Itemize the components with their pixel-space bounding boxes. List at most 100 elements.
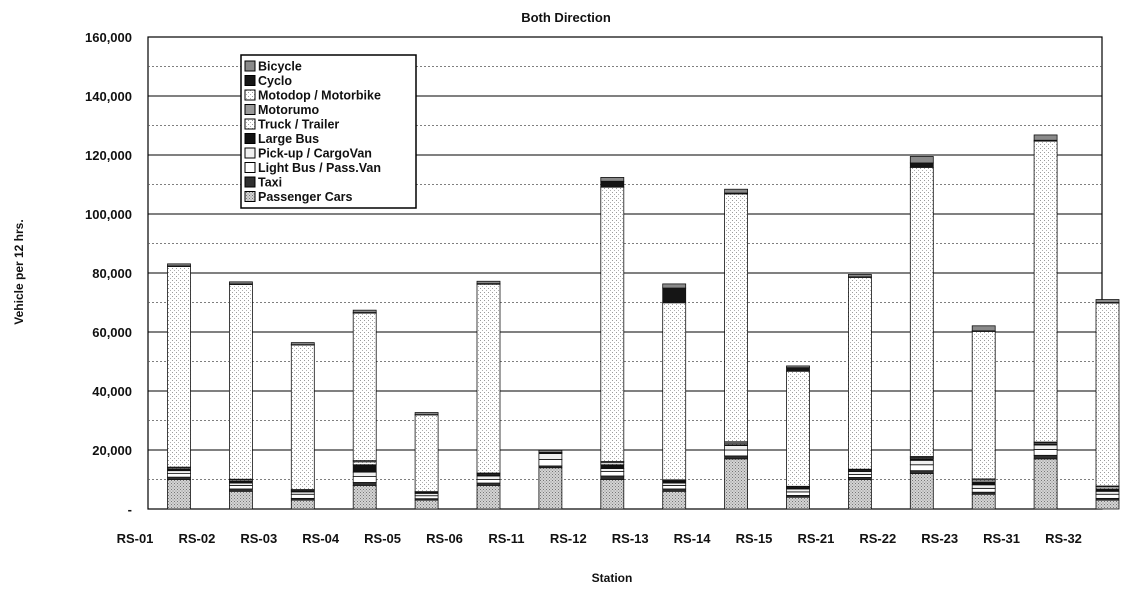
bar-segment: [352, 471, 377, 477]
bar-segment: [909, 156, 934, 164]
bar-segment: [1033, 134, 1058, 141]
bar-segment: [909, 162, 934, 168]
bar-segment: [724, 193, 748, 443]
bar-segment: [662, 484, 687, 490]
legend-label: Pick-up / CargoVan: [258, 147, 372, 161]
bar-segment: [352, 309, 377, 313]
bar-segment: [724, 449, 748, 457]
x-tick-label: RS-22: [859, 531, 896, 546]
legend-label: Truck / Trailer: [258, 118, 339, 132]
bar-segment: [971, 331, 996, 480]
legend-label: Taxi: [258, 176, 282, 190]
bar-segment: [786, 491, 810, 496]
y-axis-ticks: 160,000 140,000 120,000 100,000 80,000 60,000…: [85, 30, 132, 517]
x-tick-label: RS-12: [550, 531, 587, 546]
bar-segment: [476, 475, 501, 480]
legend-swatch: [244, 60, 256, 72]
x-axis-ticks: RS-01 RS-02 RS-03 RS-04 RS-05 RS-06 RS-11 RS-12…: [117, 531, 1082, 546]
bar-segment: [662, 490, 687, 510]
x-tick-label: RS-15: [736, 531, 773, 546]
bar-segment: [1095, 302, 1120, 487]
bar-segment: [724, 188, 748, 194]
bar-segment: [1095, 490, 1120, 495]
bar-segment: [352, 484, 377, 510]
bar-segment: [600, 475, 625, 480]
y-tick-label: 120,000: [85, 148, 132, 163]
bar-segment: [352, 476, 377, 483]
bar-segment: [290, 499, 315, 510]
y-tick-label: -: [128, 502, 132, 517]
x-tick-label: RS-21: [797, 531, 834, 546]
bar-segment: [414, 414, 439, 492]
bar-segment: [600, 479, 625, 510]
bar-segment: [909, 473, 934, 510]
legend-swatch: [244, 162, 256, 173]
legend-swatch: [244, 89, 256, 101]
bar-segment: [538, 453, 563, 460]
bar-segment: [909, 166, 934, 457]
bar-segment: [971, 487, 996, 493]
chart-title: Both Direction: [521, 10, 611, 25]
y-tick-label: 60,000: [92, 325, 132, 340]
bar-segment: [909, 470, 934, 474]
y-axis-label: Vehicle per 12 hrs.: [12, 219, 26, 324]
bar-segment: [414, 499, 439, 510]
legend-swatch: [244, 191, 256, 202]
bar-segment: [538, 459, 563, 467]
x-tick-label: RS-14: [674, 531, 712, 546]
bar-segment: [352, 464, 377, 473]
bar-segment: [290, 342, 315, 346]
x-tick-label: RS-04: [302, 531, 340, 546]
bar-segment: [228, 484, 253, 490]
bar-segment: [167, 263, 191, 267]
bar-segment: [786, 365, 810, 369]
bar-segment: [600, 468, 625, 472]
legend-label: Bicycle: [258, 60, 302, 74]
bar-segment: [1033, 444, 1058, 450]
bar-segment: [662, 283, 687, 289]
bar-segment: [600, 464, 625, 469]
bar-segment: [352, 312, 377, 462]
bar-segment: [1033, 449, 1058, 456]
bar-segment: [724, 455, 748, 460]
legend-label: Cyclo: [258, 74, 292, 88]
bar-segment: [786, 367, 810, 372]
bar-segment: [848, 479, 872, 510]
x-tick-label: RS-02: [178, 531, 215, 546]
y-tick-label: 80,000: [92, 266, 132, 281]
bar-segment: [909, 464, 934, 472]
bar-segment: [971, 481, 996, 486]
x-tick-label: RS-01: [117, 531, 154, 546]
bar-segment: [786, 370, 810, 487]
bar-segment: [724, 458, 748, 510]
legend-swatch: [244, 147, 256, 159]
bar-segment: [600, 471, 625, 477]
bar-segment: [848, 474, 872, 478]
bar-segment: [476, 280, 501, 285]
bar-segment: [228, 284, 253, 480]
legend-swatch: [244, 133, 256, 144]
bar-segment: [352, 461, 377, 466]
grid: [147, 36, 1103, 510]
bar-segment: [290, 493, 315, 499]
bar-segment: [476, 484, 501, 510]
bar-segment: [600, 186, 625, 462]
legend-label: Large Bus: [258, 132, 319, 146]
bar-segment: [1095, 299, 1120, 303]
bar-segment: [724, 445, 748, 451]
bar-segment: [414, 412, 439, 416]
x-tick-label: RS-06: [426, 531, 463, 546]
bar-segment: [662, 302, 687, 481]
bar-segment: [228, 281, 253, 285]
bar-segment: [228, 490, 253, 510]
bar-segment: [971, 484, 996, 489]
bar-segment: [848, 277, 872, 470]
x-tick-label: RS-32: [1045, 531, 1082, 546]
bar-segment: [1033, 454, 1058, 460]
legend-swatch: [244, 176, 256, 188]
bar-segment: [538, 449, 563, 453]
bar-segment: [476, 283, 501, 474]
x-tick-label: RS-03: [240, 531, 277, 546]
